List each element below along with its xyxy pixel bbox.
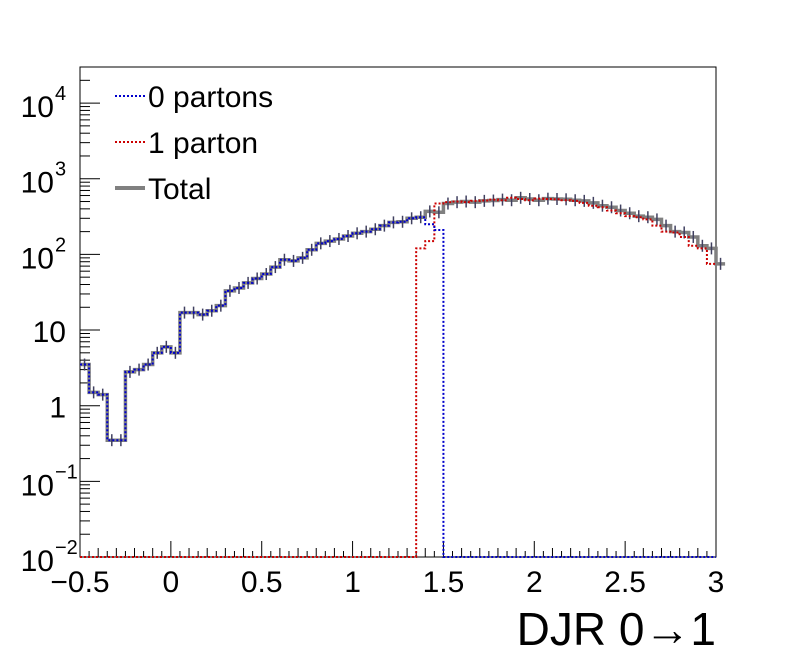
y-tick-exponent: 4: [55, 83, 66, 105]
y-tick-base: 10: [33, 316, 66, 349]
x-tick-label: 1.5: [423, 566, 465, 599]
legend-label: 0 partons: [148, 81, 273, 114]
y-tick-label: 10 −2: [21, 537, 78, 578]
y-tick-exponent: −2: [55, 537, 78, 559]
y-tick-base: 10: [21, 91, 54, 124]
y-tick-base: 10: [21, 545, 54, 578]
y-tick-exponent: 2: [55, 234, 66, 256]
y-tick-label: 10 2: [21, 234, 67, 275]
histogram-series: [80, 191, 726, 558]
x-axis-label: DJR 0→1: [517, 603, 716, 655]
y-tick-label: 10 3: [21, 159, 67, 200]
legend-label: 1 parton: [148, 127, 258, 160]
y-tick-base: 10: [21, 167, 54, 200]
y-tick-base: 1: [49, 392, 66, 425]
series-1-parton: [80, 196, 716, 558]
x-axis-ticks: −0.5 0 0.5 1 1.5 2 2.5 3: [50, 541, 724, 599]
y-tick-exponent: −1: [55, 461, 78, 483]
legend-label: Total: [148, 173, 211, 206]
series-0-partons: [80, 216, 716, 558]
x-tick-label: 2.5: [604, 566, 646, 599]
y-tick-base: 10: [21, 242, 54, 275]
x-tick-label: 0: [163, 566, 180, 599]
y-tick-label: 10 4: [21, 83, 67, 124]
x-tick-label: 0.5: [241, 566, 283, 599]
y-tick-label: 1: [49, 392, 66, 425]
x-tick-label: −0.5: [50, 566, 109, 599]
x-tick-label: 1: [344, 566, 361, 599]
y-tick-base: 10: [21, 469, 54, 502]
y-tick-label: 10: [33, 316, 66, 349]
y-tick-exponent: 3: [55, 159, 66, 181]
x-tick-label: 2: [526, 566, 543, 599]
legend: 0 partons 1 parton Total: [115, 81, 273, 206]
y-tick-label: 10 −1: [21, 461, 78, 502]
series-total: [80, 196, 726, 442]
x-tick-label: 3: [708, 566, 725, 599]
